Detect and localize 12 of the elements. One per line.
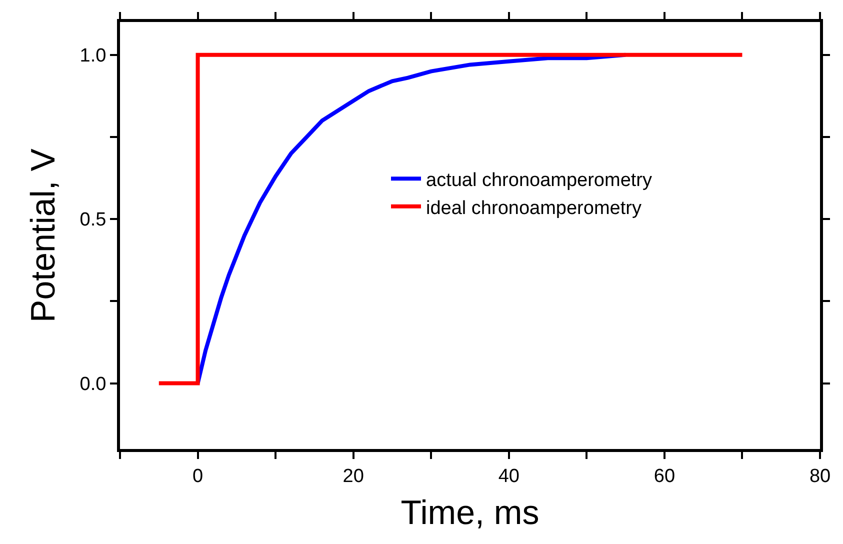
x-axis-title: Time, ms bbox=[400, 494, 540, 532]
x-tick-label: 40 bbox=[498, 466, 520, 487]
x-tick-label: 20 bbox=[342, 466, 364, 487]
y-tick-label: 0.0 bbox=[80, 374, 106, 395]
x-tick-label: 60 bbox=[654, 466, 676, 487]
legend-label: actual chronoamperometry bbox=[426, 170, 652, 192]
y-axis-title: Potential, V bbox=[24, 148, 62, 322]
y-tick-label: 0.5 bbox=[80, 210, 106, 231]
x-tick-label: 80 bbox=[809, 466, 831, 487]
legend-label: ideal chronoamperometry bbox=[426, 198, 642, 219]
x-tick-label: 0 bbox=[192, 466, 204, 487]
y-tick-label: 1.0 bbox=[80, 46, 106, 66]
